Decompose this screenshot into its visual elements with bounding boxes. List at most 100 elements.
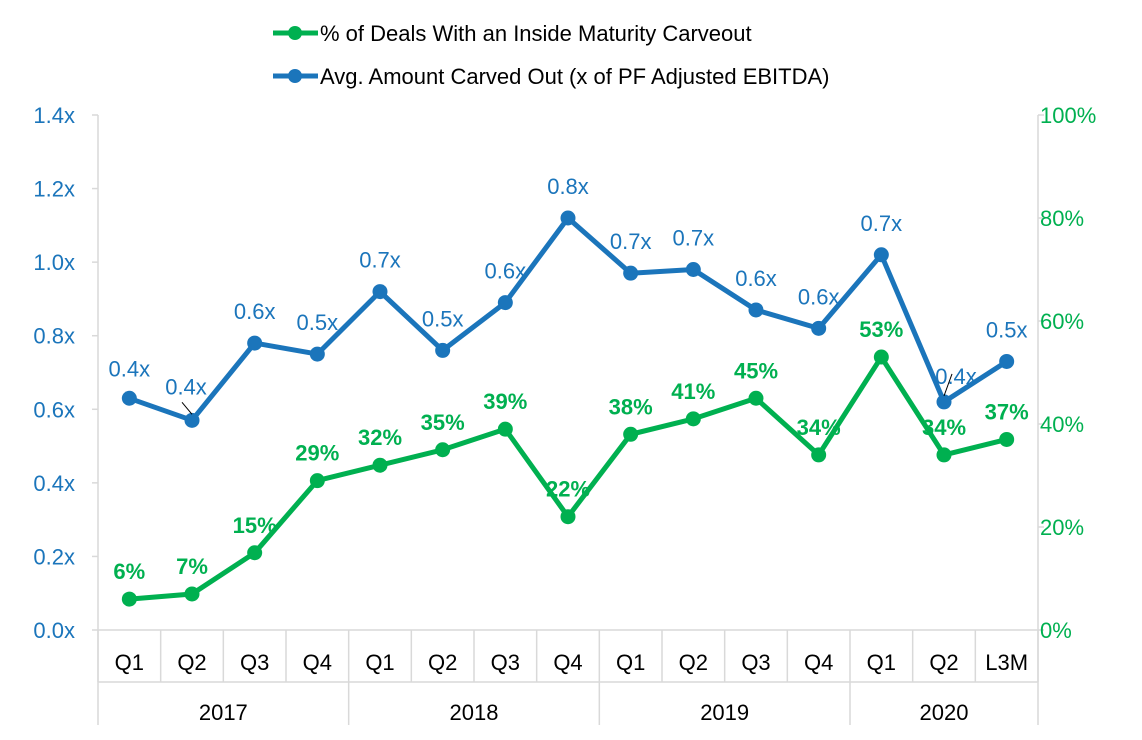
amount-data-point[interactable]	[247, 335, 263, 351]
axes: Q1 Q2 Q3 Q4 Q1 Q2 Q3 Q4 Q1 Q2 Q3 Q4 Q1 Q2 L3M 2017 2018 2…	[33, 103, 1096, 725]
legend-amount-swatch-marker	[288, 69, 302, 83]
pct-data-label: 53%	[859, 317, 903, 342]
y-left-tick-label: 1.2x	[33, 177, 75, 202]
pct-data-label: 39%	[483, 389, 527, 414]
x-tick-label: Q1	[115, 650, 144, 675]
amount-data-label: 0.6x	[485, 259, 527, 284]
pct-data-point[interactable]	[999, 431, 1015, 447]
y-left-tick-label: 0.0x	[33, 618, 75, 643]
legend-item-amount[interactable]: Avg. Amount Carved Out (x of PF Adjusted…	[273, 64, 829, 89]
amount-leader-line	[943, 373, 953, 397]
amount-data-point[interactable]	[685, 262, 701, 277]
amount-data-label: 0.5x	[986, 317, 1028, 342]
legend: % of Deals With an Inside Maturity Carve…	[273, 21, 829, 89]
x-tick-label: Q4	[804, 650, 833, 675]
x-tick-label: Q4	[553, 650, 582, 675]
amount-data-label: 0.7x	[359, 248, 401, 273]
pct-data-label: 34%	[797, 415, 841, 440]
legend-item-pct[interactable]: % of Deals With an Inside Maturity Carve…	[273, 21, 752, 46]
amount-data-point[interactable]	[435, 342, 451, 358]
amount-data-label: 0.7x	[610, 229, 652, 254]
amount-data-point[interactable]	[936, 394, 952, 410]
pct-data-label: 37%	[985, 399, 1029, 424]
x-tick-label: L3M	[985, 650, 1028, 675]
pct-data-point[interactable]	[811, 447, 827, 463]
amount-data-label: 0.6x	[735, 266, 777, 291]
y-right-tick-label: 80%	[1040, 206, 1084, 231]
y-right-tick-label: 20%	[1040, 515, 1084, 540]
y-right-tick-label: 100%	[1040, 103, 1096, 128]
year-label: 2017	[199, 700, 248, 725]
y-right-tick-label: 60%	[1040, 309, 1084, 334]
year-label: 2019	[700, 700, 749, 725]
amount-data-label: 0.7x	[673, 226, 715, 251]
x-tick-label: Q3	[741, 650, 770, 675]
pct-data-label: 32%	[358, 425, 402, 450]
pct-data-point[interactable]	[372, 457, 388, 473]
y-left-tick-label: 0.2x	[33, 544, 75, 569]
legend-pct-label: % of Deals With an Inside Maturity Carve…	[320, 21, 752, 46]
x-tick-label: Q3	[240, 650, 269, 675]
amount-data-point[interactable]	[121, 390, 137, 406]
y-left-tick-label: 0.8x	[33, 324, 75, 349]
pct-data-label: 41%	[671, 379, 715, 404]
amount-data-point[interactable]	[999, 353, 1015, 369]
pct-data-label: 15%	[233, 513, 277, 538]
pct-data-point[interactable]	[685, 411, 701, 427]
y-left-tick-label: 1.4x	[33, 103, 75, 128]
y-left-tick-label: 0.4x	[33, 471, 75, 496]
pct-data-label: 35%	[421, 410, 465, 435]
x-tick-label: Q1	[867, 650, 896, 675]
amount-data-point[interactable]	[372, 284, 388, 300]
amount-data-label: 0.7x	[861, 211, 903, 236]
pct-data-point[interactable]	[184, 586, 200, 602]
pct-data-point[interactable]	[560, 509, 576, 525]
amount-data-label: 0.6x	[234, 299, 276, 324]
x-tick-label: Q2	[929, 650, 958, 675]
amount-data-point[interactable]	[623, 265, 639, 281]
pct-data-label: 22%	[546, 477, 590, 502]
x-tick-label: Q3	[491, 650, 520, 675]
amount-data-label: 0.5x	[297, 310, 339, 335]
pct-data-point[interactable]	[623, 426, 639, 442]
x-tick-label: Q2	[177, 650, 206, 675]
year-label: 2018	[450, 700, 499, 725]
legend-amount-label: Avg. Amount Carved Out (x of PF Adjusted…	[320, 64, 829, 89]
amount-data-point[interactable]	[560, 210, 576, 226]
pct-data-point[interactable]	[873, 349, 889, 365]
pct-data-point[interactable]	[748, 390, 764, 406]
pct-data-point[interactable]	[936, 447, 952, 463]
amount-data-label: 0.4x	[935, 364, 977, 389]
amount-data-point[interactable]	[497, 295, 513, 311]
amount-data-label: 0.5x	[422, 306, 464, 331]
y-left-tick-label: 1.0x	[33, 250, 75, 275]
pct-data-point[interactable]	[247, 545, 263, 561]
x-tick-label: Q1	[616, 650, 645, 675]
amount-data-point[interactable]	[309, 346, 325, 362]
pct-data-point[interactable]	[121, 591, 137, 607]
pct-data-label: 7%	[176, 554, 208, 579]
y-left-tick-label: 0.6x	[33, 397, 75, 422]
pct-data-point[interactable]	[497, 421, 513, 437]
x-tick-label: Q2	[679, 650, 708, 675]
amount-data-point[interactable]	[811, 320, 827, 336]
pct-data-point[interactable]	[435, 442, 451, 458]
amount-data-label: 0.4x	[165, 374, 207, 399]
series-layer	[121, 210, 1015, 607]
amount-data-label: 0.8x	[547, 174, 589, 199]
pct-data-label: 29%	[295, 441, 339, 466]
data-labels-layer: 0.4x 0.4x 0.6x 0.5x 0.7x 0.5x 0.6x 0.8x 0.7x 0.7x…	[109, 174, 1029, 584]
pct-data-point[interactable]	[309, 473, 325, 489]
pct-data-label: 34%	[922, 415, 966, 440]
amount-data-point[interactable]	[748, 302, 764, 318]
x-tick-label: Q1	[365, 650, 394, 675]
amount-data-point[interactable]	[184, 412, 200, 428]
pct-data-label: 45%	[734, 358, 778, 383]
x-tick-label: Q4	[303, 650, 332, 675]
amount-data-point[interactable]	[873, 247, 889, 263]
pct-data-label: 38%	[609, 394, 653, 419]
legend-pct-swatch-marker	[288, 26, 302, 40]
amount-data-label: 0.4x	[109, 356, 151, 381]
y-right-tick-label: 0%	[1040, 618, 1072, 643]
